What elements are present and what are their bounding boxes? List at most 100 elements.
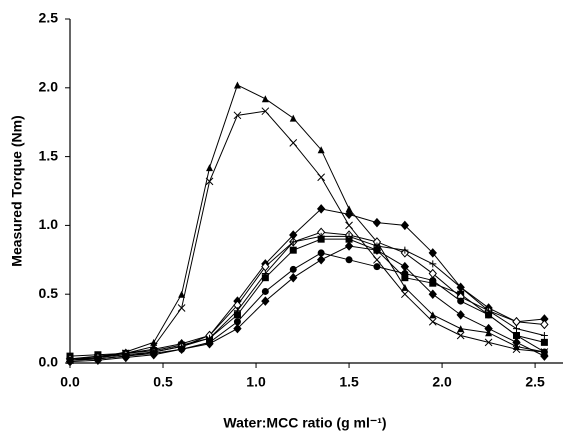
marker	[373, 255, 381, 264]
marker	[401, 246, 409, 254]
marker	[150, 348, 158, 356]
marker	[94, 355, 102, 363]
series-line	[69, 252, 545, 361]
marker	[345, 221, 353, 230]
marker	[205, 177, 214, 186]
series-line	[69, 208, 545, 360]
x-tick-label: 2.5	[525, 374, 545, 390]
marker	[540, 319, 549, 330]
marker	[345, 256, 353, 264]
marker	[178, 290, 186, 298]
marker	[540, 351, 549, 361]
y-tick-label: 1.5	[39, 147, 59, 163]
marker	[429, 311, 437, 319]
marker	[316, 204, 326, 214]
marker	[401, 270, 409, 278]
marker	[317, 146, 325, 154]
marker	[344, 209, 354, 220]
marker	[205, 338, 214, 349]
series-line	[69, 245, 545, 363]
series-line	[69, 231, 545, 360]
marker	[457, 297, 465, 305]
marker	[401, 274, 409, 282]
marker	[512, 316, 521, 327]
marker	[457, 325, 465, 333]
marker	[484, 323, 493, 334]
x-tick-label: 2.0	[432, 374, 452, 390]
marker	[512, 325, 520, 333]
marker	[484, 338, 493, 347]
marker	[317, 232, 325, 240]
marker	[429, 260, 437, 268]
marker	[373, 242, 381, 250]
marker	[456, 331, 465, 340]
marker	[400, 220, 410, 231]
series-line	[69, 238, 545, 357]
marker	[512, 345, 521, 354]
marker	[372, 245, 382, 255]
y-tick-label: 2.5	[39, 10, 59, 26]
x-tick-label: 1.0	[246, 374, 266, 390]
marker	[401, 283, 409, 291]
marker	[428, 248, 437, 258]
marker	[345, 205, 353, 213]
marker	[457, 283, 465, 291]
y-tick-label: 2.0	[39, 79, 59, 95]
series-line	[69, 84, 545, 361]
marker	[317, 173, 326, 182]
marker	[485, 311, 493, 319]
marker	[540, 338, 548, 346]
marker	[178, 342, 186, 350]
marker	[289, 114, 297, 122]
marker	[512, 337, 521, 348]
marker	[344, 241, 354, 251]
marker	[261, 274, 269, 282]
marker	[206, 334, 214, 342]
x-tick-label: 0.0	[60, 374, 80, 390]
marker	[485, 307, 493, 315]
y-axis-label: Measured Torque (Nm)	[9, 115, 25, 266]
marker	[540, 331, 548, 339]
marker	[289, 272, 298, 283]
marker	[122, 352, 130, 360]
marker	[233, 81, 241, 89]
marker	[233, 323, 242, 334]
marker	[372, 217, 382, 228]
marker	[233, 307, 241, 315]
marker	[289, 265, 297, 273]
marker	[289, 138, 298, 147]
marker	[261, 107, 270, 116]
marker	[456, 310, 465, 320]
marker	[345, 232, 353, 240]
marker	[428, 317, 437, 326]
marker	[428, 268, 437, 279]
marker	[317, 249, 325, 257]
x-tick-label: 1.5	[339, 374, 359, 390]
marker	[316, 255, 326, 265]
marker	[206, 164, 214, 172]
marker	[429, 276, 437, 284]
y-tick-label: 0.5	[39, 285, 59, 301]
marker	[512, 331, 520, 339]
marker	[261, 270, 269, 278]
marker	[177, 304, 186, 312]
x-axis-label: Water:MCC ratio (g ml⁻¹)	[223, 415, 386, 431]
marker	[233, 311, 241, 319]
y-tick-label: 0.0	[39, 354, 59, 370]
series-line	[69, 235, 545, 361]
marker	[289, 238, 297, 246]
marker	[233, 111, 242, 120]
marker	[400, 261, 410, 272]
marker	[233, 318, 241, 326]
marker	[66, 356, 74, 364]
x-tick-label: 0.5	[153, 374, 173, 390]
marker	[289, 246, 297, 254]
marker	[428, 289, 437, 299]
marker	[261, 287, 269, 295]
marker	[373, 263, 381, 271]
y-tick-label: 1.0	[39, 216, 59, 232]
marker	[261, 296, 270, 306]
marker	[261, 95, 269, 103]
marker	[401, 290, 409, 299]
